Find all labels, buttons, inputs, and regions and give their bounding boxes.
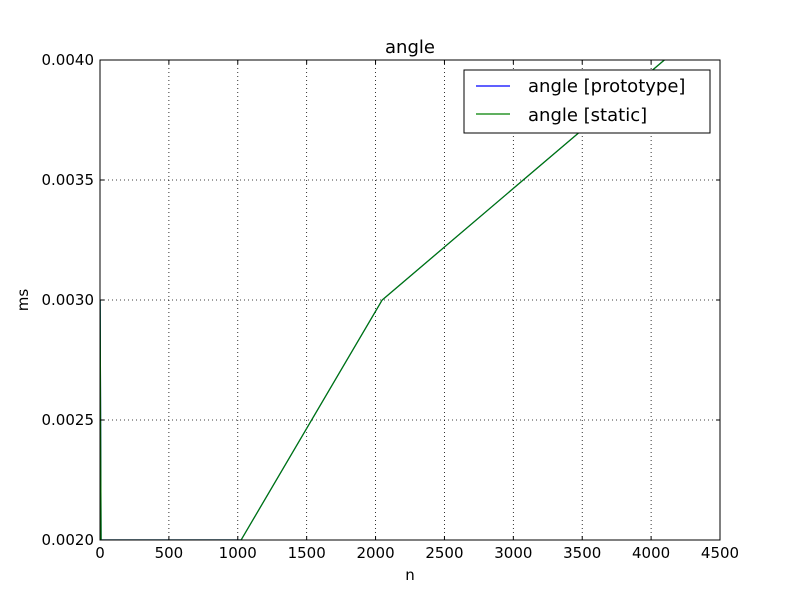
x-tick-label: 2500 [425, 544, 463, 562]
x-tick-label: 3000 [494, 544, 532, 562]
x-tick-label: 4000 [632, 544, 670, 562]
y-tick-label: 0.0030 [42, 291, 95, 309]
x-tick-label: 4500 [701, 544, 739, 562]
y-tick-label: 0.0025 [42, 411, 95, 429]
x-tick-label: 500 [155, 544, 184, 562]
y-tick-label: 0.0020 [42, 531, 95, 549]
x-tick-label: 3500 [563, 544, 601, 562]
y-axis-label: ms [14, 289, 32, 312]
x-axis-label: n [405, 566, 415, 584]
axis-ticks: 0 500 1000 1500 2000 2500 3000 3500 4000 4500 0.00… [42, 51, 740, 562]
grid-lines [100, 60, 720, 540]
legend-label-static: angle [static] [528, 105, 647, 126]
legend-box [463, 69, 711, 134]
x-tick-label: 1000 [219, 544, 257, 562]
series-line-1 [100, 60, 665, 540]
chart-title: angle [385, 37, 435, 58]
y-tick-label: 0.0040 [42, 51, 95, 69]
series-lines [100, 60, 665, 540]
x-tick-label: 2000 [356, 544, 394, 562]
legend: angle [prototype] angle [static] [463, 69, 711, 134]
legend-label-prototype: angle [prototype] [528, 76, 685, 97]
x-tick-label: 1500 [288, 544, 326, 562]
x-tick-label: 0 [95, 544, 105, 562]
y-tick-label: 0.0035 [42, 171, 95, 189]
